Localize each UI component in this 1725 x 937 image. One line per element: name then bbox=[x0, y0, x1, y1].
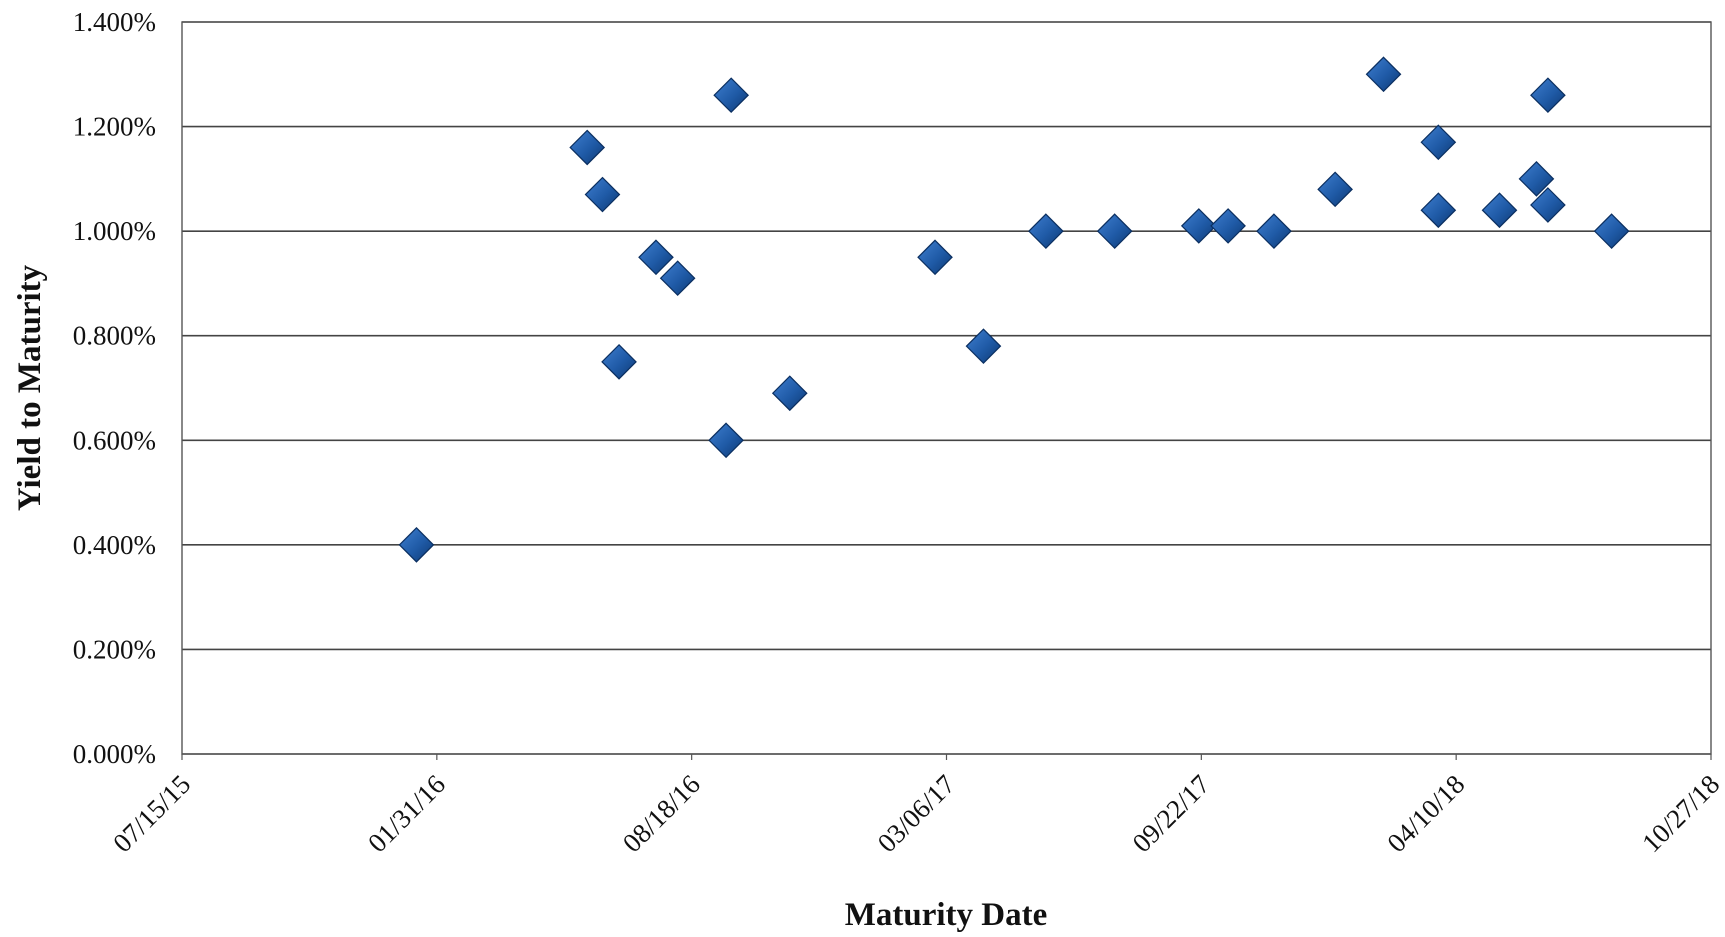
data-point bbox=[1256, 213, 1292, 249]
gridlines bbox=[182, 21, 1711, 755]
data-point bbox=[398, 527, 435, 563]
data-point bbox=[713, 77, 750, 114]
y-tick-label: 0.000% bbox=[73, 739, 156, 769]
plot-frame bbox=[181, 21, 1712, 755]
x-axis-ticks: 07/15/15 01/31/16 08/18/16 03/06/17 09/22/17… bbox=[107, 754, 1725, 858]
x-tick-label: 10/27/18 bbox=[1636, 769, 1725, 858]
x-tick-label: 07/15/15 bbox=[107, 769, 196, 858]
data-point bbox=[771, 375, 808, 412]
y-tick-label: 1.000% bbox=[73, 216, 156, 246]
data-point bbox=[1028, 213, 1064, 249]
data-point bbox=[1180, 208, 1217, 244]
data-point bbox=[584, 176, 621, 213]
y-axis-title: Yield to Maturity bbox=[12, 264, 48, 511]
x-tick-label: 08/18/16 bbox=[617, 769, 706, 858]
data-point bbox=[917, 239, 953, 276]
data-point bbox=[659, 260, 696, 297]
data-point bbox=[1317, 171, 1353, 208]
data-point bbox=[1420, 124, 1457, 161]
data-points bbox=[398, 56, 1630, 563]
data-point bbox=[1530, 77, 1566, 114]
data-point bbox=[1420, 192, 1457, 229]
y-tick-label: 1.200% bbox=[73, 112, 156, 142]
x-tick-label: 04/10/18 bbox=[1381, 769, 1470, 858]
data-point bbox=[601, 344, 637, 380]
data-point bbox=[1096, 213, 1133, 249]
data-point bbox=[1210, 208, 1246, 244]
data-point bbox=[638, 239, 674, 276]
data-point bbox=[1530, 187, 1566, 223]
data-point bbox=[1518, 161, 1555, 197]
data-point bbox=[1481, 192, 1518, 229]
y-axis-ticks: 0.000% 0.200% 0.400% 0.600% 0.800% 1.000% 1.20… bbox=[73, 7, 156, 769]
x-axis-title: Maturity Date bbox=[845, 897, 1048, 933]
x-tick-label: 01/31/16 bbox=[362, 769, 451, 858]
data-point bbox=[569, 129, 606, 166]
y-tick-label: 0.400% bbox=[73, 530, 156, 560]
data-point bbox=[1593, 213, 1630, 249]
y-tick-label: 0.800% bbox=[73, 321, 156, 351]
data-point bbox=[1365, 56, 1402, 93]
y-tick-label: 1.400% bbox=[73, 7, 156, 37]
data-point bbox=[708, 422, 744, 459]
y-tick-label: 0.200% bbox=[73, 634, 156, 664]
x-tick-label: 09/22/17 bbox=[1126, 769, 1215, 858]
y-tick-label: 0.600% bbox=[73, 425, 156, 455]
x-tick-label: 03/06/17 bbox=[872, 769, 961, 858]
data-point bbox=[965, 328, 1002, 365]
